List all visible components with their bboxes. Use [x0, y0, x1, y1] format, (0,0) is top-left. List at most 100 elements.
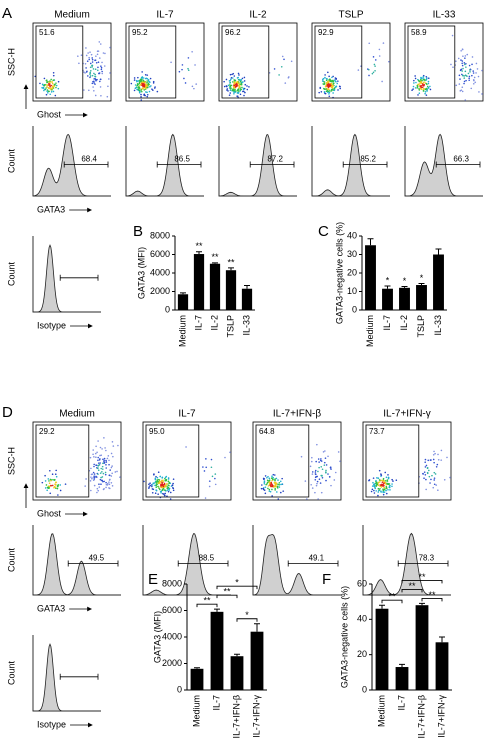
- cell-dot: [385, 484, 387, 486]
- cell-dot: [318, 478, 321, 481]
- cell-dot: [243, 80, 246, 82]
- cell-dot: [381, 80, 383, 83]
- cell-dot: [47, 92, 49, 94]
- gate-percent: 96.2: [225, 28, 241, 37]
- cell-dot: [230, 78, 232, 81]
- cell-dot: [224, 456, 226, 459]
- cell-dot: [273, 486, 275, 488]
- histogram: [125, 133, 204, 197]
- cell-dot: [276, 486, 279, 488]
- cell-dot: [422, 74, 425, 77]
- dot-plot-frame: [311, 22, 391, 102]
- gate-percent: 85.2: [360, 155, 376, 164]
- cell-dot: [331, 80, 333, 83]
- dot-plot-frame: [404, 22, 484, 102]
- cell-dot: [385, 486, 388, 489]
- cell-dot: [50, 484, 53, 487]
- cell-dot: [52, 90, 55, 93]
- cell-dot: [466, 75, 468, 77]
- cell-dot: [325, 85, 327, 87]
- cell-dot: [324, 74, 326, 76]
- cell-dot: [107, 85, 109, 88]
- cell-dot: [320, 458, 322, 460]
- cell-dot: [146, 80, 148, 82]
- cell-dot: [157, 493, 159, 495]
- cell-dot: [112, 445, 115, 447]
- cell-dot: [204, 497, 207, 499]
- cell-dot: [140, 83, 142, 86]
- cell-dot: [383, 491, 386, 493]
- cell-dot: [368, 479, 371, 481]
- cell-dot: [281, 483, 284, 485]
- cell-dot: [332, 79, 334, 82]
- cell-dot: [238, 85, 241, 87]
- cell-dot: [166, 495, 168, 497]
- error-bar: [435, 248, 442, 255]
- cell-dot: [440, 459, 443, 461]
- cell-dot: [136, 88, 138, 91]
- gate: [145, 424, 200, 498]
- cell-dot: [475, 72, 477, 74]
- cell-dot: [423, 81, 425, 83]
- cell-dot: [414, 87, 417, 89]
- cell-dot: [268, 488, 271, 491]
- cell-dot: [317, 498, 319, 500]
- cell-dot: [264, 492, 267, 495]
- cell-dot: [319, 482, 322, 484]
- cell-dot: [384, 480, 387, 482]
- cell-dot: [95, 61, 98, 64]
- comparison-bracket: [381, 599, 403, 604]
- cell-dot: [90, 489, 92, 492]
- cell-dot: [380, 479, 382, 482]
- cell-dot: [57, 494, 59, 496]
- cell-dot: [149, 77, 152, 80]
- cell-dot: [172, 478, 175, 480]
- cell-dot: [149, 81, 151, 83]
- cell-dot: [414, 77, 417, 80]
- cell-dot: [172, 489, 175, 492]
- cell-dot: [89, 76, 91, 79]
- cell-dot: [385, 476, 388, 479]
- cell-dot: [311, 471, 314, 473]
- cell-dot: [89, 75, 92, 77]
- cell-dot: [309, 465, 312, 468]
- cell-dot: [375, 479, 377, 482]
- cell-dot: [105, 481, 107, 484]
- cell-dot: [277, 498, 280, 500]
- cell-dot: [233, 82, 236, 85]
- x-tick-label: IL-7+IFN-β: [416, 695, 426, 738]
- cell-dot: [418, 89, 421, 91]
- cell-dot: [418, 84, 421, 86]
- cell-dot: [99, 454, 101, 457]
- cell-dot: [316, 443, 318, 446]
- cell-dot: [425, 488, 427, 491]
- cell-dot: [208, 485, 211, 488]
- cell-dot: [330, 484, 332, 487]
- cell-dot: [386, 483, 389, 485]
- cell-dot: [80, 54, 83, 56]
- error-bar: [401, 286, 408, 288]
- bar: [375, 608, 389, 690]
- cell-dot: [140, 89, 143, 91]
- cell-dot: [468, 64, 471, 67]
- cell-dot: [85, 71, 88, 73]
- cell-dot: [41, 86, 43, 89]
- cell-dot: [91, 74, 94, 77]
- cell-dot: [325, 88, 327, 90]
- gate-percent: 95.2: [132, 28, 148, 37]
- cell-dot: [282, 490, 285, 492]
- cell-dot: [425, 79, 428, 81]
- gate: [314, 25, 363, 99]
- cell-dot: [50, 87, 53, 89]
- error-bar: [194, 667, 200, 669]
- cell-dot: [88, 58, 91, 61]
- y-tick-label: 6000: [150, 249, 170, 259]
- cell-dot: [160, 490, 163, 493]
- cell-dot: [271, 495, 273, 497]
- cell-dot: [328, 91, 331, 94]
- cell-dot: [164, 489, 166, 491]
- cell-dot: [387, 476, 390, 479]
- cell-dot: [426, 85, 429, 88]
- cell-dot: [109, 46, 111, 49]
- cell-dot: [93, 473, 96, 475]
